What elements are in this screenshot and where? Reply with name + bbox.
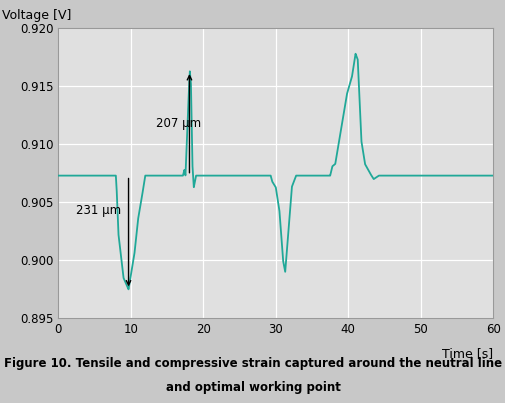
Text: Figure 10. Tensile and compressive strain captured around the neutral line: Figure 10. Tensile and compressive strai… <box>4 357 501 370</box>
Text: Time [s]: Time [s] <box>441 347 492 360</box>
Text: Voltage [V]: Voltage [V] <box>2 9 71 23</box>
Text: 207 μm: 207 μm <box>156 117 201 130</box>
Text: 231 μm: 231 μm <box>76 204 121 217</box>
Text: and optimal working point: and optimal working point <box>165 381 340 394</box>
